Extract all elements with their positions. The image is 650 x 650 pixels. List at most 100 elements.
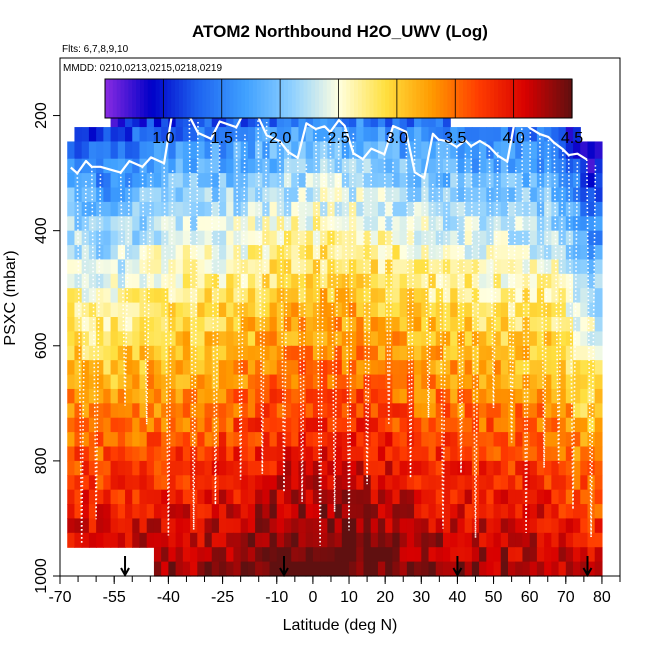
heatmap-cell: [442, 345, 451, 361]
heatmap-cell: [493, 245, 502, 261]
heatmap-cell: [377, 475, 386, 491]
heatmap-cell: [544, 216, 552, 232]
heatmap-cell: [493, 273, 502, 289]
heatmap-cell: [117, 273, 126, 289]
heatmap-cell: [146, 460, 155, 476]
heatmap-cell: [406, 532, 415, 548]
heatmap-cell: [255, 273, 263, 289]
heatmap-cell: [551, 173, 560, 189]
heatmap-cell: [175, 331, 184, 347]
heatmap-cell: [334, 302, 343, 318]
heatmap-cell: [442, 127, 451, 143]
heatmap-cell: [240, 561, 249, 577]
heatmap-cell: [240, 460, 249, 476]
heatmap-cell: [125, 259, 133, 275]
heatmap-cell: [515, 446, 524, 462]
heatmap-cell: [385, 288, 393, 304]
heatmap-cell: [399, 417, 408, 433]
heatmap-cell: [421, 374, 430, 390]
heatmap-cell: [211, 532, 220, 548]
heatmap-cell: [312, 374, 321, 390]
colorbar-swatch: [225, 79, 231, 118]
heatmap-cell: [211, 417, 220, 433]
heatmap-cell: [428, 173, 437, 189]
heatmap-cell: [298, 288, 307, 304]
heatmap-cell: [88, 460, 97, 476]
colorbar-swatch: [120, 79, 126, 118]
heatmap-cell: [96, 302, 104, 318]
heatmap-cell: [240, 345, 249, 361]
colorbar-swatch: [474, 79, 480, 118]
heatmap-cell: [218, 417, 227, 433]
heatmap-cell: [153, 417, 162, 433]
heatmap-cell: [573, 201, 581, 217]
heatmap-cell: [182, 417, 191, 433]
heatmap-cell: [363, 432, 372, 448]
colorbar-swatch: [396, 79, 402, 118]
heatmap-cell: [493, 432, 502, 448]
heatmap-cell: [305, 518, 314, 534]
heatmap-cell: [529, 547, 538, 563]
heatmap-cell: [204, 127, 213, 143]
heatmap-cell: [522, 432, 531, 448]
heatmap-cell: [291, 273, 300, 289]
colorbar-swatch: [147, 79, 153, 118]
heatmap-cell: [276, 127, 285, 143]
heatmap-cell: [457, 127, 466, 143]
heatmap-cell: [269, 417, 278, 433]
heatmap-cell: [479, 127, 487, 143]
heatmap-cell: [269, 230, 278, 246]
heatmap-cell: [428, 360, 437, 376]
heatmap-cell: [587, 360, 596, 376]
heatmap-cell: [493, 360, 502, 376]
heatmap-cell: [392, 547, 401, 563]
heatmap-cell: [399, 141, 408, 160]
heatmap-cell: [146, 518, 155, 534]
heatmap-cell: [96, 331, 104, 347]
heatmap-cell: [247, 547, 256, 563]
heatmap-cell: [110, 504, 119, 520]
heatmap-cell: [117, 173, 126, 189]
heatmap-cell: [486, 532, 495, 548]
heatmap-cell: [464, 432, 473, 448]
heatmap-cell: [291, 460, 300, 476]
heatmap-cell: [587, 388, 596, 404]
heatmap-cell: [197, 109, 206, 128]
heatmap-cell: [204, 288, 213, 304]
heatmap-cell: [218, 547, 227, 563]
heatmap-cell: [153, 331, 162, 347]
heatmap-cell: [298, 109, 307, 128]
heatmap-cell: [132, 388, 141, 404]
heatmap-cell: [414, 158, 422, 174]
heatmap-cell: [471, 230, 480, 246]
heatmap-cell: [435, 489, 444, 505]
heatmap-cell: [544, 547, 552, 563]
heatmap-cell: [139, 302, 148, 318]
heatmap-cell: [377, 127, 386, 143]
heatmap-cell: [414, 345, 422, 361]
heatmap-cell: [218, 475, 227, 491]
heatmap-cell: [96, 446, 104, 462]
heatmap-cell: [392, 141, 401, 160]
heatmap-cell: [320, 504, 328, 520]
heatmap-cell: [305, 288, 314, 304]
heatmap-cell: [544, 331, 552, 347]
heatmap-cell: [500, 547, 509, 563]
heatmap-cell: [435, 317, 444, 332]
heatmap-cell: [580, 273, 589, 289]
heatmap-cell: [132, 187, 141, 203]
heatmap-cell: [356, 360, 365, 376]
heatmap-cell: [435, 302, 444, 318]
colorbar-swatch: [400, 79, 406, 118]
colorbar-swatch: [299, 79, 305, 118]
heatmap-cell: [240, 141, 249, 160]
colorbar-swatch: [322, 79, 328, 118]
heatmap-cell: [305, 489, 314, 505]
heatmap-cell: [74, 432, 83, 448]
heatmap-cell: [284, 475, 292, 491]
heatmap-cell: [442, 158, 451, 174]
heatmap-cell: [161, 273, 169, 289]
heatmap-cell: [291, 388, 300, 404]
heatmap-cell: [103, 158, 112, 174]
heatmap-cell: [500, 273, 509, 289]
